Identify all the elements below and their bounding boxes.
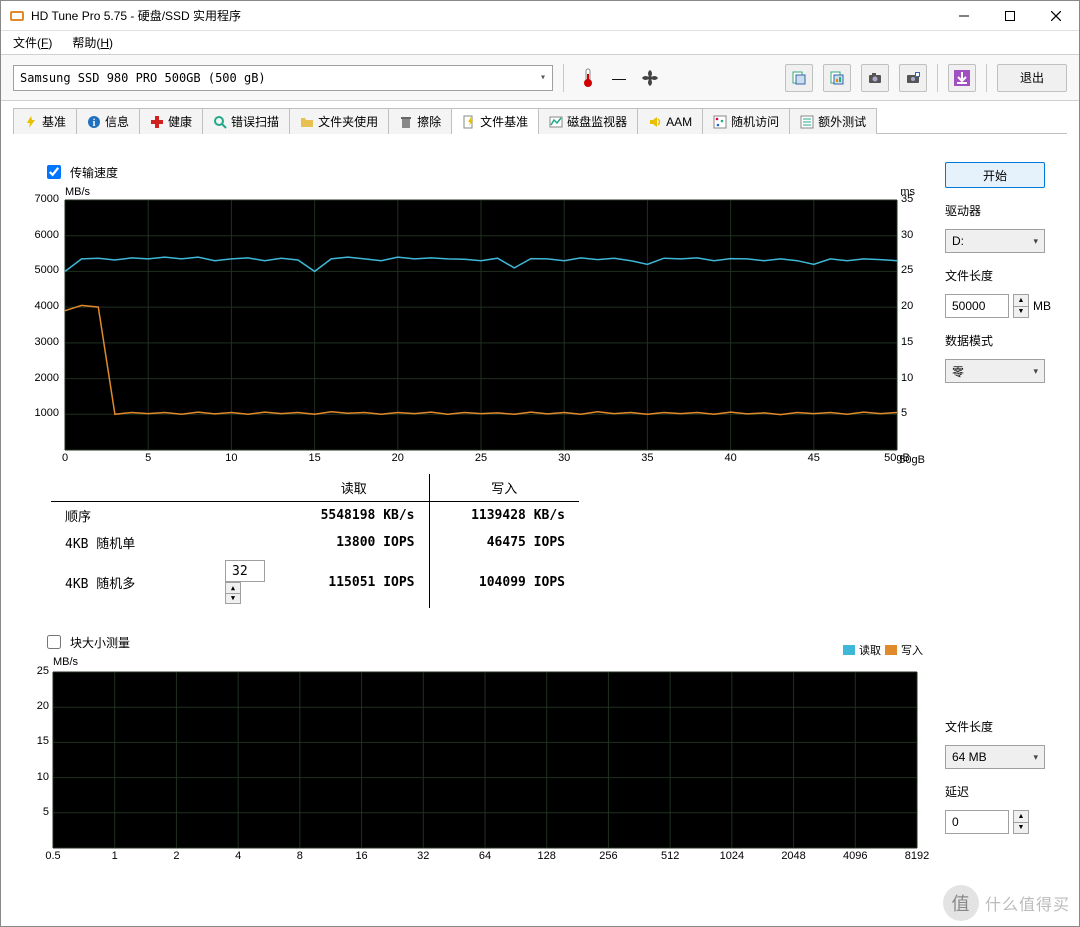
filelen-label: 文件长度	[945, 267, 1057, 284]
transfer-speed-label: 传输速度	[70, 164, 118, 181]
bolt-icon	[24, 115, 38, 129]
results-header-read: 读取	[279, 474, 429, 502]
block-size-label: 块大小测量	[70, 634, 130, 651]
temp-dash: —	[612, 70, 626, 86]
filelen-unit: MB	[1033, 299, 1051, 313]
app-icon	[9, 8, 25, 24]
delay-label: 延迟	[945, 783, 1057, 800]
chevron-down-icon: ▾	[1033, 236, 1038, 247]
start-button[interactable]: 开始	[945, 162, 1045, 188]
maximize-button[interactable]	[987, 1, 1033, 31]
watermark: 值 什么值得买	[943, 885, 1070, 921]
close-button[interactable]	[1033, 1, 1079, 31]
tab-random[interactable]: 随机访问	[702, 108, 790, 134]
chevron-down-icon: ▾	[540, 72, 546, 83]
tab-extra[interactable]: 额外测试	[789, 108, 877, 134]
tab-errorscan[interactable]: 错误扫描	[202, 108, 290, 134]
queue-depth-input[interactable]: 32	[225, 560, 265, 582]
health-plus-icon	[150, 115, 164, 129]
tab-filebench[interactable]: 文件基准	[451, 108, 539, 134]
menu-file[interactable]: 文件(F)	[9, 32, 56, 53]
toolbar: Samsung SSD 980 PRO 500GB (500 gB) ▾ — 退…	[1, 55, 1079, 101]
chevron-down-icon: ▾	[1033, 752, 1038, 763]
tab-aam[interactable]: AAM	[637, 108, 703, 134]
tab-info[interactable]: i信息	[76, 108, 140, 134]
chevron-down-icon: ▾	[1033, 366, 1038, 377]
svg-text:i: i	[93, 118, 96, 129]
drive-select-value: Samsung SSD 980 PRO 500GB (500 gB)	[20, 71, 266, 85]
drive-letter-select[interactable]: D:▾	[945, 229, 1045, 253]
tab-health[interactable]: 健康	[139, 108, 203, 134]
block-chart: 读取写入 MB/s 5101520250.5124816326412825651…	[23, 656, 927, 866]
random-dots-icon	[713, 115, 727, 129]
file-bolt-icon	[462, 115, 476, 129]
info-icon: i	[87, 115, 101, 129]
filelen2-label: 文件长度	[945, 718, 1057, 735]
driver-label: 驱动器	[945, 202, 1057, 219]
datamode-label: 数据模式	[945, 332, 1057, 349]
magnifier-icon	[213, 115, 227, 129]
tab-erase[interactable]: 擦除	[388, 108, 452, 134]
transfer-speed-checkbox[interactable]	[47, 165, 61, 179]
table-row: 4KB 随机多 32▲▼ 115051 IOPS 104099 IOPS	[51, 556, 579, 608]
minimize-button[interactable]	[941, 1, 987, 31]
tab-content: 传输速度 MB/s ms 50gB 1000200030004000500060…	[13, 133, 1067, 876]
delay-input[interactable]: 0	[945, 810, 1009, 834]
tab-diskmon[interactable]: 磁盘监视器	[538, 108, 638, 134]
temperature-icon[interactable]	[574, 64, 602, 92]
block-size-checkbox[interactable]	[47, 635, 61, 649]
download-button[interactable]	[948, 64, 976, 92]
tabstrip: 基准 i信息 健康 错误扫描 文件夹使用 擦除 文件基准 磁盘监视器 AAM 随…	[1, 101, 1079, 133]
copy-info-button[interactable]	[785, 64, 813, 92]
file-length-input[interactable]: 50000	[945, 294, 1009, 318]
file-length2-select[interactable]: 64 MB▾	[945, 745, 1045, 769]
delay-spinner[interactable]: ▲▼	[1013, 810, 1029, 834]
queue-depth-spinner[interactable]: ▲▼	[225, 582, 241, 604]
titlebar: HD Tune Pro 5.75 - 硬盘/SSD 实用程序	[1, 1, 1079, 31]
tab-folderusage[interactable]: 文件夹使用	[289, 108, 389, 134]
screenshot-button[interactable]	[861, 64, 889, 92]
results-table: 读取 写入 顺序 5548198 KB/s 1139428 KB/s 4KB 随…	[51, 474, 579, 608]
results-header-write: 写入	[429, 474, 579, 502]
watermark-badge: 值	[943, 885, 979, 921]
window-title: HD Tune Pro 5.75 - 硬盘/SSD 实用程序	[31, 7, 941, 24]
file-length-spinner[interactable]: ▲▼	[1013, 294, 1029, 318]
table-row: 顺序 5548198 KB/s 1139428 KB/s	[51, 502, 579, 530]
copy-chart-button[interactable]	[823, 64, 851, 92]
watermark-text: 什么值得买	[985, 891, 1070, 915]
folder-icon	[300, 115, 314, 129]
table-row: 4KB 随机单 13800 IOPS 46475 IOPS	[51, 529, 579, 556]
drive-select[interactable]: Samsung SSD 980 PRO 500GB (500 gB) ▾	[13, 65, 553, 91]
menu-help[interactable]: 帮助(H)	[68, 32, 117, 53]
fan-icon[interactable]	[636, 64, 664, 92]
monitor-chart-icon	[549, 115, 563, 129]
speaker-icon	[648, 115, 662, 129]
exit-button[interactable]: 退出	[997, 64, 1067, 92]
trash-icon	[399, 115, 413, 129]
tab-benchmark[interactable]: 基准	[13, 108, 77, 134]
checklist-icon	[800, 115, 814, 129]
menubar: 文件(F) 帮助(H)	[1, 31, 1079, 55]
transfer-chart: MB/s ms 50gB 100020003000400050006000700…	[23, 186, 927, 468]
save-screenshot-button[interactable]	[899, 64, 927, 92]
data-mode-select[interactable]: 零▾	[945, 359, 1045, 383]
